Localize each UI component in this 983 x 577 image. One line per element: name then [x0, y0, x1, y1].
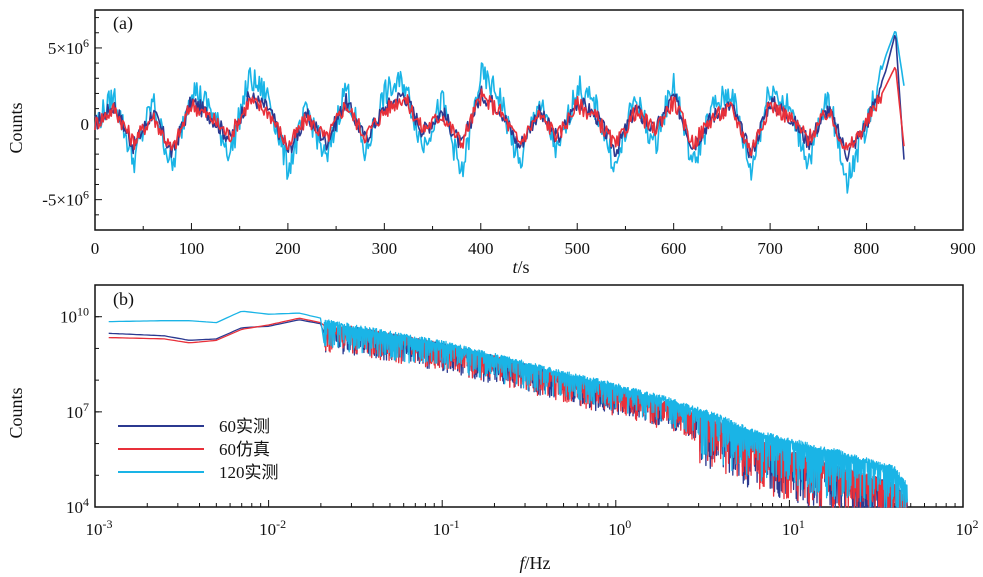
y-tick-label-a-base: 5×10: [48, 39, 83, 58]
x-axis-var-a: t: [512, 257, 518, 277]
x-tick-label-b-exp: 0: [625, 517, 631, 531]
x-tick-label-b-base: 10: [956, 520, 973, 539]
x-axis-unit-a: /s: [518, 257, 530, 277]
x-tick-label-a: 500: [564, 239, 590, 258]
legend-label: 120实测: [219, 463, 279, 482]
y-tick-label-b-exp: 7: [83, 400, 89, 414]
y-axis-label-a: Counts: [6, 102, 26, 153]
y-tick-label-a: 5×106: [48, 36, 89, 58]
legend-label: 60实测: [219, 417, 270, 436]
x-tick-label-a: 0: [91, 239, 100, 258]
series-lines-a: [94, 31, 905, 194]
x-tick-label-a: 900: [950, 239, 976, 258]
y-tick-label-a: 0: [81, 115, 90, 134]
y-tick-label-a: -5×106: [42, 188, 89, 210]
x-tick-label-b: 10-2: [259, 517, 286, 539]
x-axis-var-b: f: [519, 553, 527, 573]
x-tick-label-b-base: 10: [608, 520, 625, 539]
x-tick-label-b: 10-3: [86, 517, 113, 539]
x-tick-label-a: 700: [757, 239, 783, 258]
x-tick-label-b: 100: [608, 517, 631, 539]
x-tick-label-b-exp: -2: [276, 517, 286, 531]
x-tick-label-a: 200: [275, 239, 301, 258]
x-axis-label-b: f/Hz: [519, 553, 550, 573]
x-tick-label-b-base: 10: [86, 520, 103, 539]
panel-label-b: (b): [113, 289, 134, 310]
y-tick-label-b-base: 10: [66, 403, 83, 422]
panel-label-a: (a): [113, 13, 133, 34]
y-tick-label-b: 104: [66, 495, 89, 517]
x-tick-label-b-exp: -1: [450, 517, 460, 531]
x-tick-label-a: 400: [468, 239, 494, 258]
y-tick-label-a-base: 0: [81, 115, 90, 134]
x-axis-unit-b: /Hz: [525, 553, 551, 573]
series-line-a-2: [94, 31, 905, 194]
y-axis-label-b: Counts: [6, 387, 26, 438]
x-tick-label-b: 10-1: [433, 517, 460, 539]
series-line-a-1: [94, 66, 905, 157]
y-tick-label-a-exp: 6: [83, 36, 89, 50]
y-tick-label-a-exp: 6: [83, 188, 89, 202]
x-tick-label-b: 102: [956, 517, 979, 539]
x-tick-label-b: 101: [782, 517, 805, 539]
y-tick-label-b-exp: 4: [83, 495, 89, 509]
y-tick-label-b-base: 10: [60, 308, 77, 327]
x-axis-label-a: t/s: [512, 257, 529, 277]
series-lines-b: [108, 310, 908, 508]
x-tick-label-b-exp: 1: [799, 517, 805, 531]
legend: 60实测 60仿真 120实测: [118, 417, 279, 482]
panel-a-time-series: 0 100 200 300 400 500 600 700 800 900 5×1060-5×10…: [6, 9, 976, 277]
x-tick-label-a: 100: [179, 239, 205, 258]
y-tick-label-b: 1010: [60, 305, 89, 327]
x-tick-label-a: 600: [661, 239, 687, 258]
series-line-b-2: [108, 310, 908, 508]
x-tick-label-b-base: 10: [433, 520, 450, 539]
x-tick-label-b-base: 10: [259, 520, 276, 539]
y-tick-label-a-base: -5×10: [42, 191, 83, 210]
x-tick-label-a: 800: [854, 239, 880, 258]
y-tick-label-b-base: 10: [66, 498, 83, 517]
plot-frame-b: [94, 284, 964, 508]
x-axis-ticks-b: 10-3 10-2 10-1 100 101 102: [86, 500, 979, 539]
legend-label: 60仿真: [219, 440, 270, 459]
x-tick-label-b-exp: 2: [973, 517, 979, 531]
y-tick-label-b-exp: 10: [77, 305, 89, 319]
x-tick-label-b-base: 10: [782, 520, 799, 539]
y-tick-label-b: 107: [66, 400, 89, 422]
x-tick-label-b-exp: -3: [103, 517, 113, 531]
x-axis-ticks-a: 0 100 200 300 400 500 600 700 800 900: [91, 223, 976, 258]
x-tick-label-a: 300: [372, 239, 398, 258]
